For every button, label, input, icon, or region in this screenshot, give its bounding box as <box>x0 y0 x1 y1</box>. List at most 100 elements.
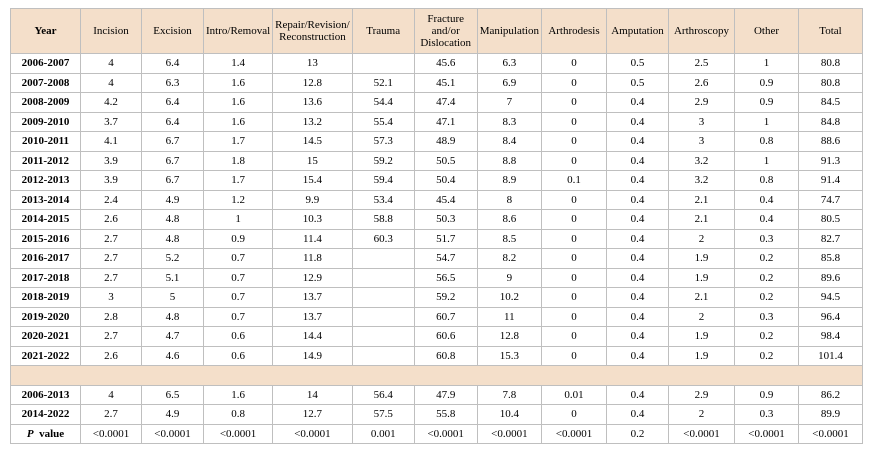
value-cell: 0 <box>540 404 607 425</box>
value-cell: 1 <box>733 53 799 74</box>
value-cell: 4.2 <box>80 92 142 113</box>
value-cell: 4 <box>80 53 142 74</box>
year-cell: 2014-2015 <box>10 209 81 230</box>
value-cell: 3 <box>80 287 142 308</box>
year-cell: 2020-2021 <box>10 326 81 347</box>
table-row: 2017-2018 2.7 5.1 0.7 12.9 56.5 9 0 0.4 1.9 0.2 89.… <box>10 267 863 288</box>
value-cell: 48.9 <box>413 131 478 152</box>
table-body: 2006-2007 4 6.4 1.4 13 45.6 6.3 0 0.5 2.5 1 80.8 200… <box>10 53 863 444</box>
value-cell: 15.3 <box>476 345 542 366</box>
year-cell: 2009-2010 <box>10 111 81 132</box>
value-cell: 1.6 <box>202 92 274 113</box>
spacer-row <box>10 365 863 386</box>
value-cell: 0.4 <box>605 228 669 249</box>
value-cell: 5.2 <box>141 248 204 269</box>
value-cell: 7 <box>476 92 542 113</box>
value-cell: 3 <box>667 131 735 152</box>
value-cell: 2 <box>667 228 735 249</box>
table-row: 2016-2017 2.7 5.2 0.7 11.8 54.7 8.2 0 0.4 1.9 0.2 8… <box>10 248 863 269</box>
value-cell: 6.7 <box>141 170 204 191</box>
value-cell: 55.4 <box>351 111 415 132</box>
value-cell: 6.5 <box>141 384 204 405</box>
value-cell: 2.5 <box>667 53 735 74</box>
header-cell: Trauma <box>351 8 415 54</box>
value-cell: 0.5 <box>605 53 669 74</box>
empty-cell <box>351 248 415 269</box>
value-cell: 47.1 <box>413 111 478 132</box>
table-row: 2009-2010 3.7 6.4 1.6 13.2 55.4 47.1 8.3 0 0.4 3 1 8… <box>10 111 863 132</box>
value-cell: 0.4 <box>605 326 669 347</box>
p-value-cell: <0.0001 <box>141 423 204 444</box>
value-cell: 8.9 <box>476 170 542 191</box>
value-cell: 0.9 <box>733 384 799 405</box>
value-cell: 60.8 <box>413 345 478 366</box>
value-cell: 96.4 <box>797 306 863 327</box>
table-row: 2010-2011 4.1 6.7 1.7 14.5 57.3 48.9 8.4 0 0.4 3 0.… <box>10 131 863 152</box>
value-cell: 0.4 <box>605 287 669 308</box>
value-cell: 2 <box>667 306 735 327</box>
value-cell: 8.8 <box>476 150 542 171</box>
value-cell: 0.4 <box>733 209 799 230</box>
value-cell: 1 <box>733 150 799 171</box>
value-cell: 51.7 <box>413 228 478 249</box>
value-cell: 1.4 <box>202 53 274 74</box>
value-cell: 0 <box>540 228 607 249</box>
value-cell: 4.9 <box>141 189 204 210</box>
empty-cell <box>351 326 415 347</box>
value-cell: 0 <box>540 287 607 308</box>
header-cell: Amputation <box>605 8 669 54</box>
year-cell: 2018-2019 <box>10 287 81 308</box>
value-cell: 88.6 <box>797 131 863 152</box>
value-cell: 2.8 <box>80 306 142 327</box>
value-cell: 6.3 <box>141 72 204 93</box>
p-value-cell: <0.0001 <box>476 423 542 444</box>
value-cell: 0 <box>540 248 607 269</box>
value-cell: 12.8 <box>476 326 542 347</box>
value-cell: 1.9 <box>667 248 735 269</box>
value-cell: 0.8 <box>733 131 799 152</box>
header-cell: Arthrodesis <box>540 8 607 54</box>
p-value-cell: <0.0001 <box>272 423 353 444</box>
value-cell: 2.7 <box>80 228 142 249</box>
table-row: 2006-2013 4 6.5 1.6 14 56.4 47.9 7.8 0.01 0.4 2.9 0… <box>10 384 863 405</box>
year-cell: 2010-2011 <box>10 131 81 152</box>
year-cell: 2016-2017 <box>10 248 81 269</box>
value-cell: 2.6 <box>667 72 735 93</box>
value-cell: 14 <box>272 384 353 405</box>
p-value-cell: <0.0001 <box>413 423 478 444</box>
value-cell: 57.3 <box>351 131 415 152</box>
p-value-row: P value <0.0001 <0.0001 <0.0001 <0.0001 0.001… <box>10 423 863 444</box>
p-value-cell: 0.001 <box>351 423 415 444</box>
value-cell: 2.1 <box>667 209 735 230</box>
value-cell: 2.1 <box>667 287 735 308</box>
value-cell: 57.5 <box>351 404 415 425</box>
table-row: 2013-2014 2.4 4.9 1.2 9.9 53.4 45.4 8 0 0.4 2.1 0.4… <box>10 189 863 210</box>
value-cell: 0.3 <box>733 228 799 249</box>
value-cell: 2.9 <box>667 384 735 405</box>
value-cell: 0 <box>540 326 607 347</box>
value-cell: 5.1 <box>141 267 204 288</box>
header-cell: Excision <box>141 8 204 54</box>
value-cell: 50.4 <box>413 170 478 191</box>
value-cell: 2.6 <box>80 345 142 366</box>
value-cell: 0.3 <box>733 404 799 425</box>
value-cell: 8.5 <box>476 228 542 249</box>
value-cell: 0.4 <box>605 111 669 132</box>
value-cell: 0.4 <box>605 131 669 152</box>
value-cell: 2.7 <box>80 326 142 347</box>
value-cell: 3.2 <box>667 170 735 191</box>
table-row: 2012-2013 3.9 6.7 1.7 15.4 59.4 50.4 8.9 0.1 0.4 3… <box>10 170 863 191</box>
value-cell: 6.7 <box>141 131 204 152</box>
p-value-cell: <0.0001 <box>797 423 863 444</box>
value-cell: 59.2 <box>413 287 478 308</box>
value-cell: 3 <box>667 111 735 132</box>
empty-cell <box>351 267 415 288</box>
value-cell: 0 <box>540 267 607 288</box>
value-cell: 8.4 <box>476 131 542 152</box>
value-cell: 1.9 <box>667 345 735 366</box>
value-cell: 14.4 <box>272 326 353 347</box>
value-cell: 45.1 <box>413 72 478 93</box>
value-cell: 0.9 <box>733 72 799 93</box>
value-cell: 60.3 <box>351 228 415 249</box>
value-cell: 0.4 <box>605 345 669 366</box>
